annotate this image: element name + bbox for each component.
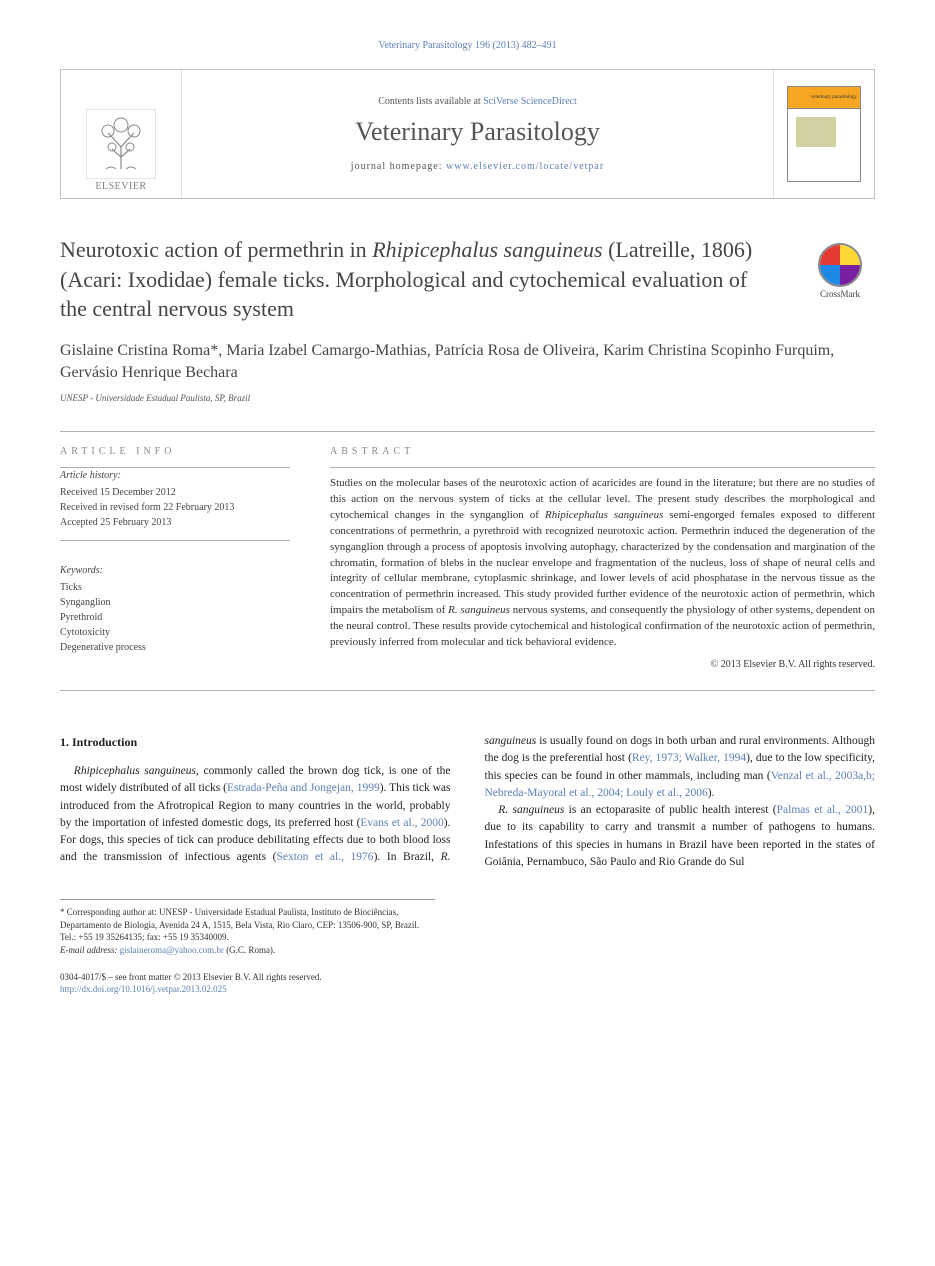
crossmark-label: CrossMark	[805, 289, 875, 299]
abs-p2: semi-engorged females exposed to differe…	[330, 509, 875, 617]
p1-t13: ).	[708, 787, 715, 799]
abstract-copyright: © 2013 Elsevier B.V. All rights reserved…	[330, 659, 875, 670]
email-suffix: (G.C. Roma).	[224, 945, 275, 955]
article-info-head: ARTICLE INFO	[60, 446, 290, 457]
p1-species: Rhipicephalus sanguineus	[74, 765, 196, 777]
abstract-head: ABSTRACT	[330, 446, 875, 457]
abstract-column: ABSTRACT Studies on the molecular bases …	[330, 446, 875, 670]
ref-evans[interactable]: Evans et al., 2000	[360, 817, 443, 829]
body-columns: 1. Introduction Rhipicephalus sanguineus…	[60, 733, 875, 871]
ref-palmas[interactable]: Palmas et al., 2001	[777, 804, 869, 816]
abs-species1: Rhipicephalus sanguineus	[545, 509, 663, 521]
keyword-1: Synganglion	[60, 595, 290, 610]
p2-t1: is an ectoparasite of public health inte…	[564, 804, 776, 816]
journal-name: Veterinary Parasitology	[355, 117, 600, 147]
contents-prefix: Contents lists available at	[378, 96, 483, 107]
crossmark-badge[interactable]: CrossMark	[805, 243, 875, 299]
crossmark-icon	[818, 243, 862, 287]
ref-estrada[interactable]: Estrada-Peña and Jongejan, 1999	[227, 782, 380, 794]
title-part1: Neurotoxic action of permethrin in	[60, 237, 372, 262]
p2-species: R. sanguineus	[498, 804, 564, 816]
corresponding-author-footnote: * Corresponding author at: UNESP - Unive…	[60, 899, 435, 956]
email-label: E-mail address:	[60, 945, 120, 955]
keyword-2: Pyrethroid	[60, 610, 290, 625]
abstract-text: Studies on the molecular bases of the ne…	[330, 476, 875, 651]
corr-label: * Corresponding author at:	[60, 907, 159, 917]
keyword-3: Cytotoxicity	[60, 625, 290, 640]
section-heading-intro: 1. Introduction	[60, 733, 451, 751]
corr-email-link[interactable]: gislaineroma@yahoo.com.br	[120, 945, 224, 955]
article-info-column: ARTICLE INFO Article history: Received 1…	[60, 446, 290, 670]
journal-cover-icon: veterinary parasitology	[787, 86, 861, 182]
intro-paragraph-2: R. sanguineus is an ectoparasite of publ…	[485, 802, 876, 871]
rule-info-2	[60, 540, 290, 541]
rule-abs	[330, 467, 875, 468]
sciencedirect-link[interactable]: SciVerse ScienceDirect	[483, 96, 577, 107]
author-list: Gislaine Cristina Roma*, Maria Izabel Ca…	[60, 340, 875, 385]
affiliation: UNESP - Universidade Estadual Paulista, …	[60, 393, 875, 403]
rule-bottom	[60, 690, 875, 691]
keyword-0: Ticks	[60, 580, 290, 595]
running-head: Veterinary Parasitology 196 (2013) 482–4…	[60, 40, 875, 51]
homepage-link[interactable]: www.elsevier.com/locate/vetpar	[446, 161, 604, 172]
cover-title-text: veterinary parasitology	[811, 95, 857, 100]
ref-sexton[interactable]: Sexton et al., 1976	[276, 851, 373, 863]
abs-species2: R. sanguineus	[448, 604, 510, 616]
contents-line: Contents lists available at SciVerse Sci…	[378, 96, 577, 107]
history-accepted: Accepted 25 February 2013	[60, 515, 290, 530]
article-title: Neurotoxic action of permethrin in Rhipi…	[60, 235, 875, 324]
ref-rey[interactable]: Rey, 1973; Walker, 1994	[632, 752, 746, 764]
front-matter-line: 0304-4017/$ – see front matter © 2013 El…	[60, 971, 875, 996]
p1-t7: ). In Brazil,	[374, 851, 441, 863]
homepage-line: journal homepage: www.elsevier.com/locat…	[351, 161, 604, 172]
doi-link[interactable]: http://dx.doi.org/10.1016/j.vetpar.2013.…	[60, 984, 227, 994]
homepage-prefix: journal homepage:	[351, 161, 446, 172]
publisher-label: ELSEVIER	[95, 181, 146, 192]
front-matter-text: 0304-4017/$ – see front matter © 2013 El…	[60, 972, 322, 982]
title-species: Rhipicephalus sanguineus	[372, 237, 602, 262]
journal-masthead: ELSEVIER Contents lists available at Sci…	[60, 69, 875, 199]
history-revised: Received in revised form 22 February 201…	[60, 500, 290, 515]
history-received: Received 15 December 2012	[60, 485, 290, 500]
elsevier-tree-icon	[86, 109, 156, 179]
publisher-block: ELSEVIER	[61, 70, 181, 198]
masthead-center: Contents lists available at SciVerse Sci…	[181, 70, 774, 198]
journal-cover-cell: veterinary parasitology	[774, 70, 874, 198]
keywords-head: Keywords:	[60, 563, 290, 578]
history-head: Article history:	[60, 468, 290, 483]
keyword-4: Degenerative process	[60, 640, 290, 655]
